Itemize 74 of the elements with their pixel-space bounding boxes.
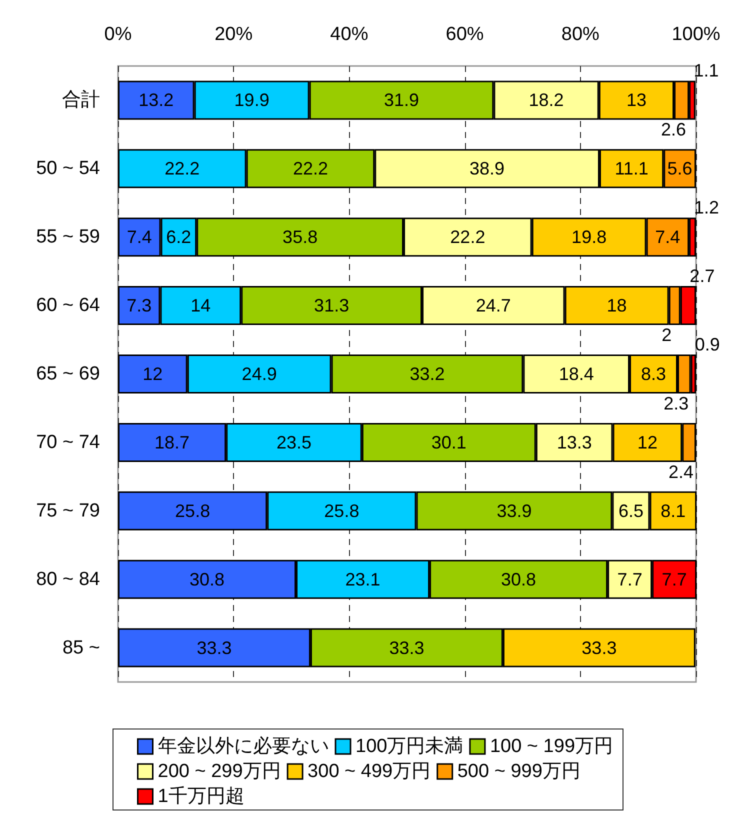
- x-tick-label: 60%: [446, 24, 484, 45]
- data-label: 14: [190, 296, 211, 316]
- data-label: 33.2: [410, 364, 445, 384]
- data-label: 2.7: [690, 266, 715, 286]
- data-label: 33.9: [496, 500, 532, 521]
- data-label: 6.2: [166, 227, 192, 248]
- data-label: 18.4: [558, 364, 594, 384]
- data-label: 7.4: [655, 227, 680, 248]
- data-label: 30.8: [501, 569, 536, 590]
- data-label: 8.1: [660, 500, 686, 521]
- data-label: 8.3: [641, 364, 666, 384]
- x-tick-label: 80%: [561, 24, 600, 45]
- data-label: 31.3: [314, 296, 350, 316]
- y-tick-label: 50 ~ 54: [36, 158, 100, 180]
- data-label: 23.1: [345, 569, 380, 590]
- legend-label: 500 ~ 999万円: [457, 761, 580, 782]
- x-tick-label: 0%: [104, 24, 132, 45]
- data-label: 7.7: [662, 569, 687, 590]
- data-label: 25.8: [324, 500, 360, 521]
- data-label: 22.2: [164, 158, 200, 179]
- data-label: 25.8: [175, 500, 210, 521]
- y-tick-label: 65 ~ 69: [36, 364, 100, 384]
- y-tick-label: 55 ~ 59: [36, 226, 100, 248]
- data-label: 24.9: [242, 364, 277, 384]
- legend-label: 200 ~ 299万円: [158, 761, 281, 782]
- data-label: 11.1: [614, 158, 648, 179]
- data-label: 33.3: [582, 638, 617, 658]
- y-tick-label: 85 ~: [62, 637, 100, 658]
- x-tick-label: 40%: [330, 24, 368, 45]
- data-label: 24.7: [476, 296, 511, 316]
- data-label: 22.2: [292, 158, 328, 179]
- data-label: 2: [662, 325, 672, 346]
- y-tick-label: 60 ~ 64: [36, 295, 100, 316]
- y-tick-label: 合計: [62, 90, 100, 111]
- data-label: 33.3: [196, 638, 232, 658]
- legend-label: 100万円未満: [356, 736, 464, 757]
- data-label: 19.9: [234, 90, 270, 110]
- legend-label: 1千万円超: [158, 786, 244, 807]
- data-label: 30.1: [431, 432, 466, 452]
- data-label: 0.9: [694, 334, 720, 354]
- data-label: 13: [626, 90, 646, 110]
- data-label: 12: [142, 364, 163, 384]
- data-label: 2.4: [668, 462, 694, 482]
- data-label: 6.5: [618, 500, 644, 521]
- data-label: 18.2: [528, 90, 564, 110]
- data-label: 1.2: [694, 198, 720, 218]
- data-label: 13.3: [556, 432, 592, 452]
- data-label: 7.7: [617, 569, 642, 590]
- y-tick-label: 70 ~ 74: [36, 432, 100, 453]
- data-label: 31.9: [384, 90, 420, 110]
- data-label: 5.6: [667, 158, 692, 179]
- data-label: 2.6: [661, 120, 686, 140]
- data-label: 1.1: [694, 60, 719, 81]
- data-label: 7.4: [126, 227, 152, 248]
- data-label: 30.8: [189, 569, 225, 590]
- y-tick-label: 80 ~ 84: [36, 568, 100, 590]
- data-label: 13.2: [138, 90, 174, 110]
- legend-label: 300 ~ 499万円: [308, 761, 431, 782]
- legend-label: 100 ~ 199万円: [490, 736, 614, 757]
- data-label: 22.2: [450, 227, 486, 248]
- data-label: 19.8: [572, 227, 607, 248]
- x-tick-label: 100%: [672, 24, 720, 45]
- data-label: 38.9: [470, 158, 505, 179]
- data-label: 33.3: [389, 638, 424, 658]
- data-label: 7.3: [126, 296, 152, 316]
- data-label: 35.8: [282, 227, 318, 248]
- legend-label: 年金以外に必要ない: [158, 736, 329, 757]
- data-label: 18.7: [154, 432, 190, 452]
- data-label: 12: [637, 432, 658, 452]
- x-tick-label: 20%: [214, 24, 253, 45]
- data-label: 23.5: [276, 432, 312, 452]
- data-label: 18: [606, 296, 627, 316]
- y-tick-label: 75 ~ 79: [36, 500, 100, 522]
- data-label: 2.3: [664, 394, 689, 414]
